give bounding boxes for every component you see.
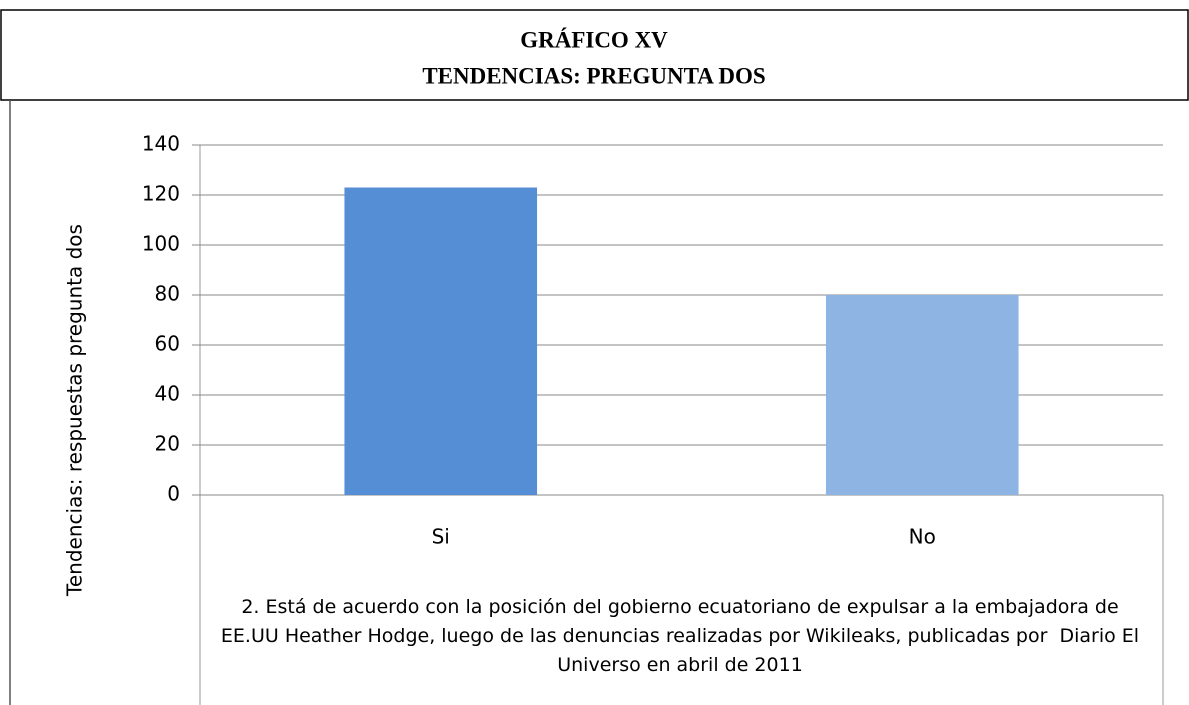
y-axis-label: Tendencias: respuestas pregunta dos (63, 224, 87, 597)
y-tick-label: 20 (155, 432, 180, 456)
y-tick-label: 0 (167, 482, 180, 506)
chart-subtitle: TENDENCIAS: PREGUNTA DOS (422, 63, 765, 88)
y-tick-label: 60 (155, 332, 180, 356)
x-tick-label: Si (432, 525, 450, 549)
y-tick-label: 140 (142, 132, 180, 156)
y-tick-label: 120 (142, 182, 180, 206)
y-tick-label: 100 (142, 232, 180, 256)
y-tick-label: 40 (155, 382, 180, 406)
bar (344, 187, 538, 495)
y-tick-label: 80 (155, 282, 180, 306)
chart-title: GRÁFICO XV (520, 27, 668, 52)
x-tick-label: No (909, 525, 936, 549)
bar (825, 295, 1019, 495)
title-box (0, 9, 1189, 101)
x-axis-label: 2. Está de acuerdo con la posición del g… (220, 596, 1146, 676)
